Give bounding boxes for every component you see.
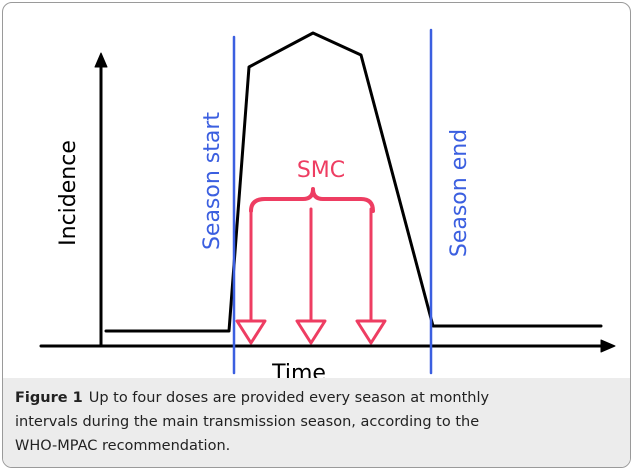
incidence-curve <box>104 31 603 333</box>
season-start-label: Season start <box>200 112 225 250</box>
dose-arrows <box>235 207 387 345</box>
x-axis-label: Time <box>271 361 326 378</box>
brace <box>249 187 375 213</box>
y-axis-label: Incidence <box>56 140 81 246</box>
caption-line: WHO-MPAC recommendation. <box>15 438 231 454</box>
y-arrow <box>94 52 108 68</box>
x-arrow <box>600 339 616 353</box>
season-end-label: Season end <box>447 129 472 257</box>
schematic: Incidence Time Season start Season end S… <box>39 28 616 378</box>
caption-label: Figure 1 <box>15 390 83 406</box>
caption-line: Up to four doses are provided every seas… <box>88 390 490 406</box>
caption: Figure 1 Up to four doses are provided ev… <box>3 378 630 467</box>
smc-label: SMC <box>297 158 345 183</box>
caption-line: intervals during the main transmission s… <box>15 414 480 430</box>
figure: Incidence Time Season start Season end S… <box>2 2 631 468</box>
